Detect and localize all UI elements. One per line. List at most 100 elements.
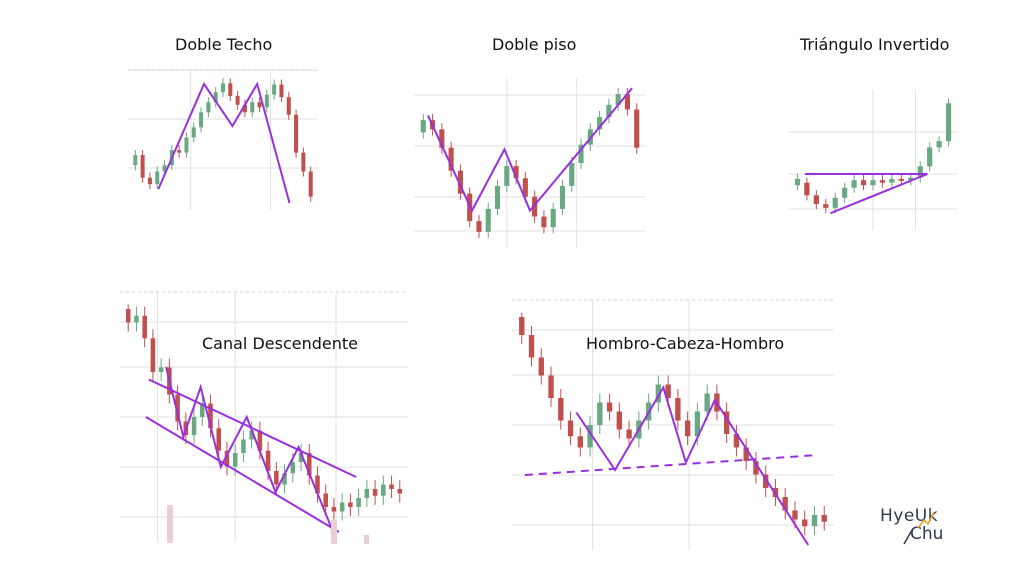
candle-body [213,92,218,103]
candle-body [372,489,378,496]
candle-body [282,473,287,485]
candle-body [597,402,603,425]
candle-body [532,196,538,217]
candle-body [936,141,942,148]
pattern-zigzag-line [165,366,335,533]
candle-body [232,453,238,467]
candle-body [448,147,454,171]
candle-body [348,502,353,507]
candle-body [220,83,226,93]
candle-body [279,84,284,98]
candle-body [308,171,313,197]
pattern-zigzag-line [575,385,810,546]
candle-body [794,178,801,186]
candle-body [813,195,819,205]
candle-body [538,357,544,376]
volume-bar [167,505,173,543]
candle-body [457,170,463,194]
candle-body [294,114,299,153]
candle-body [860,180,867,186]
candle-body [513,166,519,179]
candle-body [199,112,204,128]
candle-body [615,94,621,105]
candle-body [541,216,547,228]
candle-body [792,510,798,520]
candle-body [569,163,575,186]
candle-body [606,104,612,118]
candle-body [504,166,510,186]
candle-body [519,317,525,335]
candle-body [811,515,818,527]
candle-body [684,420,691,437]
candle-body [439,129,445,148]
candle-body [184,137,189,153]
candle-body [274,471,279,485]
candle-body [298,453,304,462]
chart-title-doble-techo: Doble Techo [175,35,273,54]
logo-accent-icon [903,511,935,545]
candle-body [558,398,564,421]
candle-body [250,102,255,113]
candle-body [323,493,328,507]
candle-body [224,450,230,467]
candle-body [898,178,904,181]
candle-body [249,430,254,440]
candle-body [624,94,630,110]
candle-body [559,185,566,209]
candle-body [206,102,211,113]
candle-body [216,428,222,451]
candle-body [908,177,914,181]
candle-body [147,177,152,185]
candle-body [315,475,320,494]
candle-body [655,384,662,403]
candle-body [162,165,167,172]
chart-title-doble-piso: Doble piso [492,35,577,54]
candle-body [228,83,233,96]
hyeuk-chu-logo: HyeUk Chu [880,500,960,548]
candle-body [665,384,671,398]
candle-body [290,462,296,474]
candle-body [723,411,730,434]
candle-body [782,497,788,511]
candle-body [889,178,895,183]
candle-body [753,461,759,475]
candle-body [158,367,164,372]
chart-title-canal-descendente: Canal Descendente [202,334,358,353]
candle-body [626,429,632,439]
pattern-trend-line [148,378,357,478]
candle-body [804,182,810,196]
volume-bar [331,520,337,544]
candle-body [675,398,681,421]
candle-body [528,335,535,358]
candle-body [140,155,145,178]
candle-body [339,502,345,512]
volume-bar [364,535,369,544]
candle-body [870,180,876,186]
candle-body [832,197,838,208]
candle-body [200,403,205,417]
candle-body [286,97,291,115]
candle-body [606,402,613,412]
candle-body [548,375,554,398]
candle-body [851,180,857,188]
candle-body [191,127,196,138]
candle-body [704,393,710,412]
candle-body [208,403,213,429]
pattern-zigzag-line [157,81,291,204]
pattern-trend-line [145,416,340,533]
candle-body [150,338,156,372]
candle-body [763,474,769,488]
candle-body [616,411,623,430]
candle-body [567,420,574,437]
candle-body [823,204,829,208]
candle-body [134,315,139,323]
candle-body [917,166,923,178]
candle-body [177,150,182,153]
pattern-zigzag-line [427,87,633,213]
chart-title-triangulo-invertido: Triángulo Invertido [800,35,950,54]
candle-body [597,117,603,130]
candle-body [733,434,740,448]
candle-body [306,453,312,476]
candle-body [420,120,426,133]
